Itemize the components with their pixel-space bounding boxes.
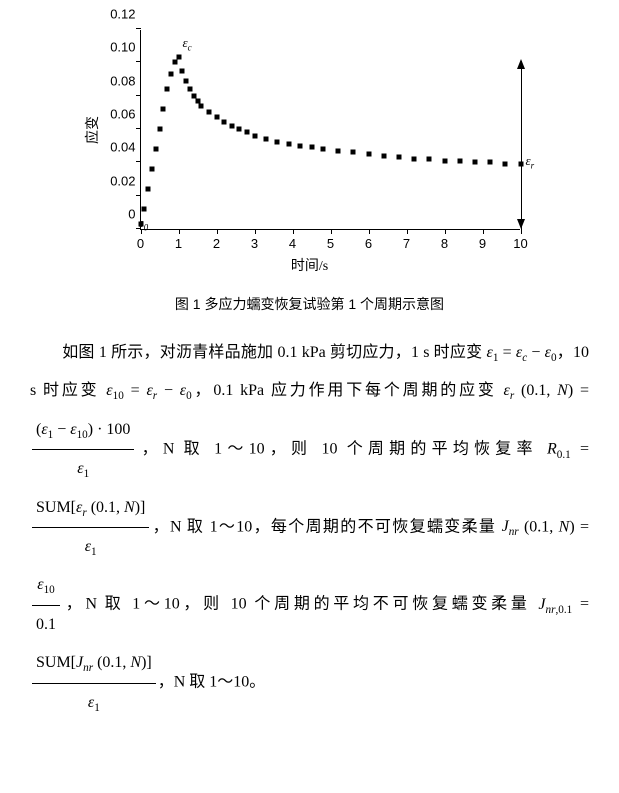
data-marker	[298, 143, 303, 148]
data-marker	[381, 153, 386, 158]
data-marker	[180, 68, 185, 73]
fraction-1: (ε1 − ε10) · 100 ε1	[32, 411, 134, 489]
data-marker	[244, 130, 249, 135]
data-marker	[172, 60, 177, 65]
data-marker	[146, 187, 151, 192]
data-marker	[214, 115, 219, 120]
chart-container: 应变 时间/s ε0 εc εr 00.020.040.060.080.100.…	[70, 20, 550, 280]
data-marker	[366, 152, 371, 157]
body-paragraph: 如图 1 所示，对沥青样品施加 0.1 kPa 剪切应力，1 s 时应变 ε1 …	[30, 334, 589, 722]
data-marker	[161, 107, 166, 112]
text: ，N 取 1～10。	[158, 674, 266, 691]
x-axis-label: 时间/s	[291, 255, 328, 275]
arrow-line	[521, 61, 522, 229]
data-marker	[142, 207, 147, 212]
text: ，N 取 1～10，则 10 个周期的平均恢复率	[136, 440, 547, 457]
data-marker	[336, 148, 341, 153]
fraction-2: SUM[εr (0.1, N)] ε1	[32, 489, 149, 567]
data-marker	[165, 87, 170, 92]
data-marker	[457, 158, 462, 163]
data-marker	[442, 158, 447, 163]
arrow-up-icon	[517, 59, 525, 69]
data-marker	[149, 167, 154, 172]
x-tick-label: 3	[251, 236, 258, 251]
data-marker	[351, 150, 356, 155]
x-tick-label: 0	[137, 236, 144, 251]
x-tick-label: 7	[403, 236, 410, 251]
y-tick-label: 0.12	[96, 7, 136, 22]
fraction-3: ε10 0.1	[32, 566, 60, 644]
data-marker	[199, 103, 204, 108]
arrow-down-icon	[517, 219, 525, 229]
data-marker	[184, 78, 189, 83]
data-marker	[286, 142, 291, 147]
data-marker	[309, 145, 314, 150]
data-marker	[237, 127, 242, 132]
data-marker	[187, 87, 192, 92]
plot-area: ε0 εc εr 00.020.040.060.080.100.12012345…	[140, 30, 520, 230]
data-marker	[472, 160, 477, 165]
x-tick-label: 9	[479, 236, 486, 251]
y-tick-label: 0.06	[96, 107, 136, 122]
x-tick-label: 5	[327, 236, 334, 251]
x-tick-label: 10	[513, 236, 527, 251]
data-marker	[138, 222, 143, 227]
data-marker	[252, 133, 257, 138]
data-marker	[168, 72, 173, 77]
data-marker	[427, 157, 432, 162]
data-marker	[412, 157, 417, 162]
data-marker	[503, 162, 508, 167]
x-tick-label: 6	[365, 236, 372, 251]
y-tick-label: 0.04	[96, 140, 136, 155]
fraction-4: SUM[Jnr (0.1, N)] ε1	[32, 644, 156, 722]
data-marker	[320, 147, 325, 152]
data-marker	[396, 155, 401, 160]
x-tick-label: 8	[441, 236, 448, 251]
data-marker	[157, 127, 162, 132]
x-tick-label: 2	[213, 236, 220, 251]
y-tick-label: 0.08	[96, 73, 136, 88]
text: 如图 1 所示，对沥青样品施加 0.1 kPa 剪切应力，1 s 时应变	[62, 344, 487, 361]
x-tick-label: 1	[175, 236, 182, 251]
text: ，N 取 1～10，则 10 个周期的平均不可恢复蠕变柔量	[62, 596, 538, 613]
data-marker	[488, 160, 493, 165]
text: ，N 取 1～10，每个周期的不可恢复蠕变柔量	[151, 518, 501, 535]
epsr-label: εr	[526, 153, 535, 171]
data-marker	[275, 140, 280, 145]
y-tick-label: 0.02	[96, 173, 136, 188]
y-tick-label: 0.10	[96, 40, 136, 55]
text: ，0.1 kPa 应力作用下每个周期的应变	[192, 382, 504, 399]
data-marker	[229, 123, 234, 128]
data-marker	[153, 147, 158, 152]
data-marker	[222, 120, 227, 125]
data-marker	[176, 55, 181, 60]
figure-caption: 图 1 多应力蠕变恢复试验第 1 个周期示意图	[30, 294, 589, 314]
data-marker	[263, 137, 268, 142]
x-tick-label: 4	[289, 236, 296, 251]
epsc-label: εc	[183, 35, 192, 53]
data-marker	[518, 162, 523, 167]
data-marker	[206, 110, 211, 115]
y-tick-label: 0	[96, 207, 136, 222]
